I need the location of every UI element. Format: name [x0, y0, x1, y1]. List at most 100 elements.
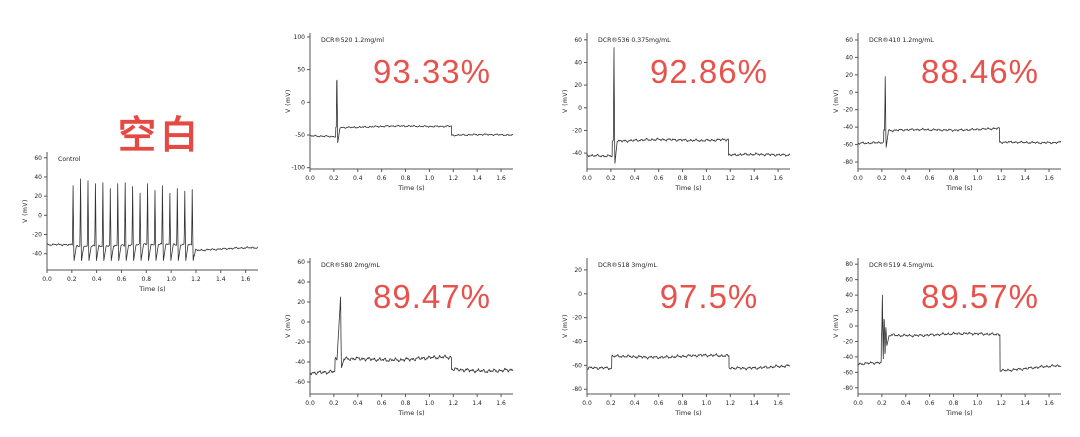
svg-text:DCR®518 3mg/mL: DCR®518 3mg/mL: [598, 261, 657, 269]
dcr536-trace-chart: 92.86% 60 40 20 0 -20 -40 0.0 0.2 0.4 0.6 0.8 1.0 1.…: [560, 25, 798, 195]
svg-text:V (mV): V (mV): [285, 314, 292, 338]
svg-text:0.4: 0.4: [92, 276, 102, 283]
svg-text:DCR®580 2mg/mL: DCR®580 2mg/mL: [321, 261, 380, 269]
svg-text:1.6: 1.6: [496, 400, 506, 407]
svg-text:V (mV): V (mV): [562, 89, 569, 113]
svg-text:0.8: 0.8: [142, 276, 152, 283]
svg-text:0.8: 0.8: [949, 175, 959, 182]
svg-text:-60: -60: [843, 142, 853, 149]
svg-text:Time (s): Time (s): [397, 409, 424, 417]
svg-text:1.0: 1.0: [425, 175, 435, 182]
svg-text:0.4: 0.4: [630, 400, 640, 407]
svg-text:1.4: 1.4: [1020, 175, 1030, 182]
svg-text:0.0: 0.0: [42, 276, 52, 283]
svg-text:40: 40: [845, 292, 853, 299]
svg-text:1.6: 1.6: [1044, 400, 1054, 407]
svg-text:-60: -60: [843, 369, 853, 376]
svg-text:1.4: 1.4: [216, 276, 226, 283]
svg-text:0.2: 0.2: [606, 400, 616, 407]
svg-text:1.2: 1.2: [191, 276, 201, 283]
dcr580-trace-chart: 89.47% 60 40 20 0 -20 -40 -60 0.0 0.2 0.4 0.6 0.8 1.…: [283, 250, 521, 420]
svg-text:20: 20: [34, 193, 42, 200]
blank-control-title: 空白: [117, 113, 202, 157]
svg-text:Control: Control: [58, 156, 81, 163]
svg-text:0.6: 0.6: [377, 175, 387, 182]
svg-text:0.2: 0.2: [606, 175, 616, 182]
svg-text:V (mV): V (mV): [833, 314, 840, 338]
svg-text:1.0: 1.0: [425, 400, 435, 407]
svg-text:0.0: 0.0: [853, 400, 863, 407]
inhibition-percent-dcr518: 97.5%: [659, 278, 759, 315]
dcr518-trace-chart: 97.5% 20 0 -20 -40 -60 -80 0.0 0.2 0.4 0.6 0.8 1.0 1…: [560, 250, 798, 420]
control-trace-plot: 60 40 20 0 -20 -40 0.0 0.2 0.4 0.6 0.8 1.0 1.2 1.4 1.6…: [22, 152, 259, 293]
inhibition-percent-dcr580: 89.47%: [373, 278, 491, 315]
svg-text:1.4: 1.4: [1020, 400, 1030, 407]
inhibition-percent-dcr519: 89.57%: [921, 278, 1039, 315]
svg-text:1.4: 1.4: [472, 400, 482, 407]
svg-text:V (mV): V (mV): [562, 314, 569, 338]
svg-text:0.2: 0.2: [877, 400, 887, 407]
dcr410-trace-chart: 88.46% 60 40 20 0 -20 -40 -60 -80 0.0 0.2 0.4 0.6 0.…: [831, 25, 1069, 195]
svg-text:-100: -100: [291, 165, 305, 172]
svg-text:-40: -40: [843, 124, 853, 131]
svg-text:1.2: 1.2: [997, 175, 1007, 182]
dcr518-trace-plot: 20 0 -20 -40 -60 -800.0 0.2 0.4 0.6 0.8 1.0 1.2 1.4 1…: [562, 258, 791, 417]
svg-text:0: 0: [849, 89, 853, 96]
inhibition-percent-dcr520: 93.33%: [373, 53, 491, 90]
dcr410-trace-plot: 60 40 20 0 -20 -40 -60 -80 0.0 0.2 0.4 0.6 0.8 1.0 1.2…: [833, 33, 1062, 192]
svg-text:1.0: 1.0: [973, 175, 983, 182]
svg-text:DCR®410 1.2mg/mL: DCR®410 1.2mg/mL: [869, 36, 934, 44]
svg-text:-20: -20: [572, 315, 582, 322]
svg-text:20: 20: [845, 72, 853, 79]
svg-text:1.0: 1.0: [166, 276, 176, 283]
svg-text:DCR®536 0.375mg/mL: DCR®536 0.375mg/mL: [598, 36, 671, 44]
svg-text:0.4: 0.4: [353, 400, 363, 407]
svg-text:0.6: 0.6: [654, 400, 664, 407]
dcr520-trace-chart: 93.33% 100 50 0 -50 -100 0.0 0.2 0.4 0.6 0.8 1.0 1.…: [283, 25, 521, 195]
svg-text:20: 20: [297, 299, 305, 306]
svg-text:0.0: 0.0: [305, 400, 315, 407]
svg-text:0.6: 0.6: [654, 175, 664, 182]
svg-text:-40: -40: [843, 354, 853, 361]
svg-text:V (mV): V (mV): [833, 89, 840, 113]
svg-text:0: 0: [578, 291, 582, 298]
svg-text:0: 0: [301, 319, 305, 326]
dcr519-trace-chart: 89.57% 80 60 40 20 0 -20 -40 -60 -80 0.0 0.2 0.4 0.6…: [831, 250, 1069, 420]
svg-text:Time (s): Time (s): [138, 285, 165, 293]
svg-text:0.4: 0.4: [630, 175, 640, 182]
svg-text:-60: -60: [295, 379, 305, 386]
svg-text:40: 40: [574, 59, 582, 66]
svg-text:Time (s): Time (s): [945, 184, 972, 192]
svg-text:1.4: 1.4: [749, 175, 759, 182]
svg-text:0.8: 0.8: [401, 175, 411, 182]
svg-text:0.0: 0.0: [853, 175, 863, 182]
svg-text:40: 40: [845, 54, 853, 61]
svg-text:1.0: 1.0: [973, 400, 983, 407]
svg-text:Time (s): Time (s): [674, 409, 701, 417]
svg-text:-40: -40: [572, 150, 582, 157]
svg-text:1.6: 1.6: [496, 175, 506, 182]
svg-text:0.4: 0.4: [901, 175, 911, 182]
svg-text:1.4: 1.4: [472, 175, 482, 182]
svg-text:-80: -80: [572, 386, 582, 393]
svg-text:DCR®519 4.5mg/mL: DCR®519 4.5mg/mL: [869, 261, 934, 269]
svg-text:1.6: 1.6: [773, 400, 783, 407]
svg-text:1.6: 1.6: [1044, 175, 1054, 182]
svg-text:0.2: 0.2: [67, 276, 77, 283]
svg-text:Time (s): Time (s): [945, 409, 972, 417]
svg-text:-40: -40: [295, 359, 305, 366]
svg-text:60: 60: [297, 259, 305, 266]
svg-text:0.2: 0.2: [329, 175, 339, 182]
inhibition-percent-dcr536: 92.86%: [650, 53, 768, 90]
svg-text:DCR®520 1.2mg/ml: DCR®520 1.2mg/ml: [321, 36, 384, 44]
svg-text:20: 20: [574, 82, 582, 89]
svg-text:1.2: 1.2: [449, 175, 459, 182]
svg-text:-20: -20: [295, 339, 305, 346]
svg-text:80: 80: [845, 261, 853, 268]
svg-text:0.8: 0.8: [678, 175, 688, 182]
svg-text:0.6: 0.6: [377, 400, 387, 407]
svg-text:1.6: 1.6: [773, 175, 783, 182]
svg-text:1.6: 1.6: [241, 276, 251, 283]
